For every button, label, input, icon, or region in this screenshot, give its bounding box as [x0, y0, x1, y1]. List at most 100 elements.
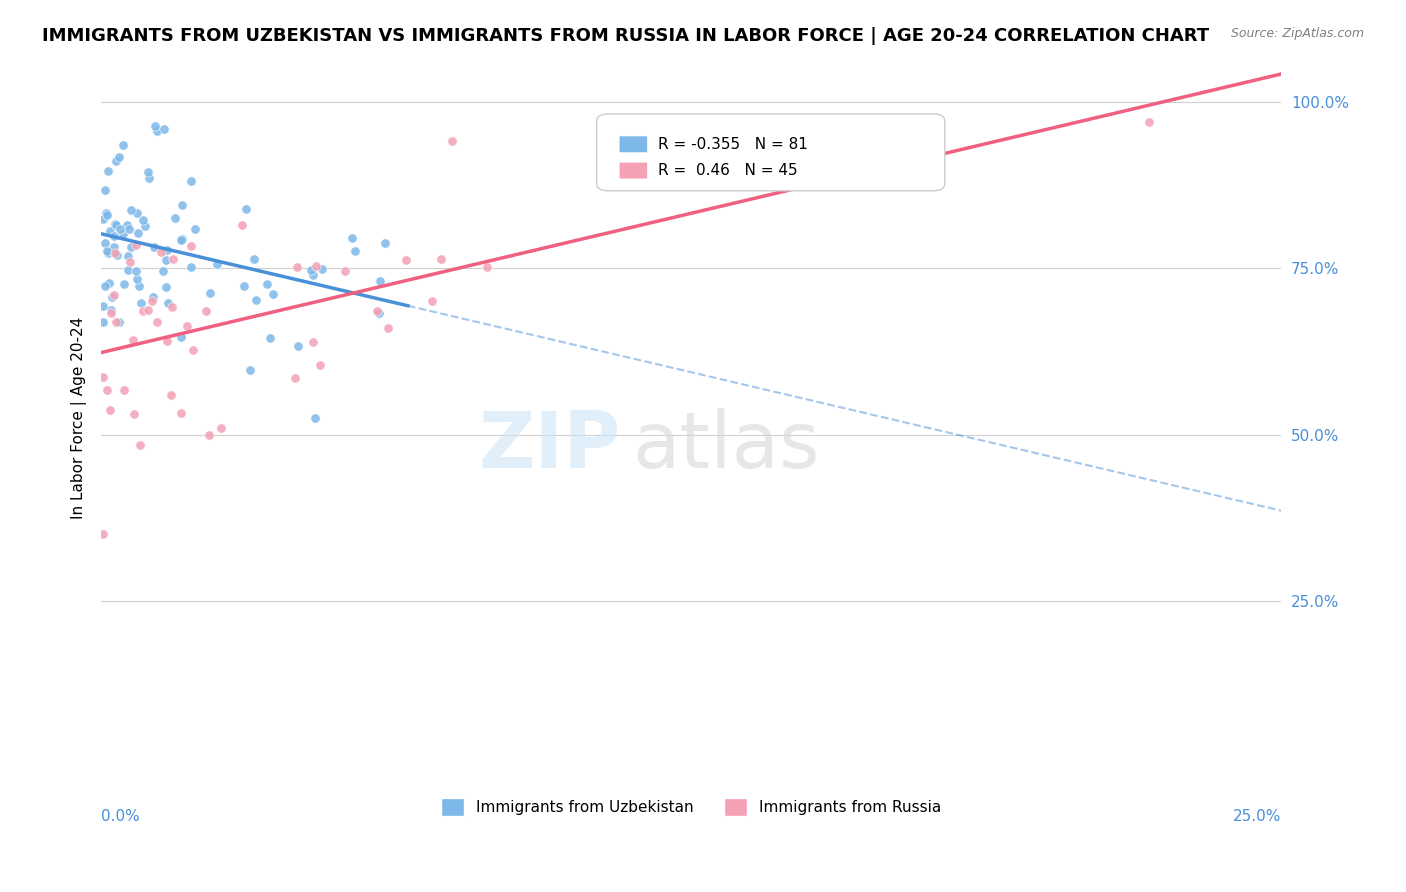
Point	[235, 202, 257, 216]
Point	[287, 338, 309, 352]
Point	[103, 240, 125, 254]
Point	[93, 527, 115, 541]
Point	[368, 273, 391, 287]
Point	[176, 319, 198, 334]
Point	[305, 259, 328, 273]
Point	[143, 240, 166, 254]
Point	[128, 278, 150, 293]
Point	[209, 421, 232, 435]
Point	[340, 231, 363, 245]
Point	[93, 299, 115, 313]
Point	[284, 370, 307, 384]
Point	[94, 183, 117, 197]
Point	[343, 244, 366, 258]
Point	[245, 293, 267, 307]
Point	[262, 286, 284, 301]
Text: atlas: atlas	[633, 408, 820, 483]
Point	[142, 291, 165, 305]
Point	[117, 263, 139, 277]
Point	[97, 164, 120, 178]
Point	[194, 303, 217, 318]
Text: IMMIGRANTS FROM UZBEKISTAN VS IMMIGRANTS FROM RUSSIA IN LABOR FORCE | AGE 20-24 : IMMIGRANTS FROM UZBEKISTAN VS IMMIGRANTS…	[42, 27, 1209, 45]
FancyBboxPatch shape	[596, 114, 945, 191]
Text: 0.0%: 0.0%	[101, 809, 139, 824]
Point	[302, 268, 325, 282]
Point	[374, 236, 396, 251]
Point	[93, 236, 115, 251]
Point	[122, 407, 145, 421]
Point	[96, 244, 118, 258]
Point	[125, 264, 148, 278]
Point	[105, 315, 128, 329]
Point	[143, 120, 166, 134]
Point	[152, 264, 174, 278]
Point	[98, 224, 121, 238]
Point	[101, 290, 124, 304]
Point	[162, 252, 184, 267]
Point	[366, 304, 388, 318]
Point	[118, 222, 141, 236]
Point	[170, 406, 193, 420]
Point	[172, 198, 194, 212]
Point	[233, 278, 256, 293]
Point	[395, 252, 418, 267]
Point	[104, 217, 127, 231]
Point	[430, 252, 453, 266]
Point	[170, 233, 193, 247]
Point	[120, 202, 142, 217]
Point	[132, 212, 155, 227]
Point	[122, 334, 145, 348]
Point	[239, 363, 262, 377]
Point	[304, 410, 326, 425]
Point	[145, 315, 167, 329]
Point	[155, 280, 177, 294]
Point	[197, 428, 219, 442]
Point	[181, 343, 204, 357]
Point	[100, 306, 122, 320]
FancyBboxPatch shape	[619, 136, 647, 153]
Point	[153, 122, 176, 136]
Point	[136, 302, 159, 317]
Point	[104, 246, 127, 260]
Point	[111, 227, 134, 241]
Legend: Immigrants from Uzbekistan, Immigrants from Russia: Immigrants from Uzbekistan, Immigrants f…	[434, 792, 948, 822]
FancyBboxPatch shape	[619, 162, 647, 179]
Point	[231, 218, 253, 232]
Point	[156, 334, 179, 348]
Point	[198, 285, 221, 300]
Point	[156, 295, 179, 310]
Point	[117, 249, 139, 263]
Point	[129, 438, 152, 452]
Point	[1137, 115, 1160, 129]
Point	[441, 134, 464, 148]
Point	[301, 334, 323, 349]
Point	[120, 240, 142, 254]
Point	[180, 260, 202, 275]
Point	[103, 228, 125, 243]
Point	[205, 258, 228, 272]
Point	[475, 260, 498, 274]
Point	[115, 219, 138, 233]
Text: R =  0.46   N = 45: R = 0.46 N = 45	[658, 163, 797, 178]
Point	[184, 222, 207, 236]
Point	[96, 208, 118, 222]
Point	[420, 293, 443, 308]
Text: R = -0.355   N = 81: R = -0.355 N = 81	[658, 136, 808, 152]
Point	[155, 253, 177, 268]
Point	[138, 170, 160, 185]
Point	[368, 306, 391, 320]
Point	[104, 153, 127, 168]
Point	[107, 247, 129, 261]
Point	[93, 315, 115, 329]
Point	[124, 237, 146, 252]
Point	[108, 150, 131, 164]
Point	[141, 293, 163, 308]
Point	[134, 219, 156, 233]
Text: ZIP: ZIP	[478, 408, 620, 483]
Point	[108, 222, 131, 236]
Point	[94, 205, 117, 219]
Point	[146, 124, 169, 138]
Point	[96, 384, 118, 398]
Point	[125, 206, 148, 220]
Point	[149, 244, 172, 259]
